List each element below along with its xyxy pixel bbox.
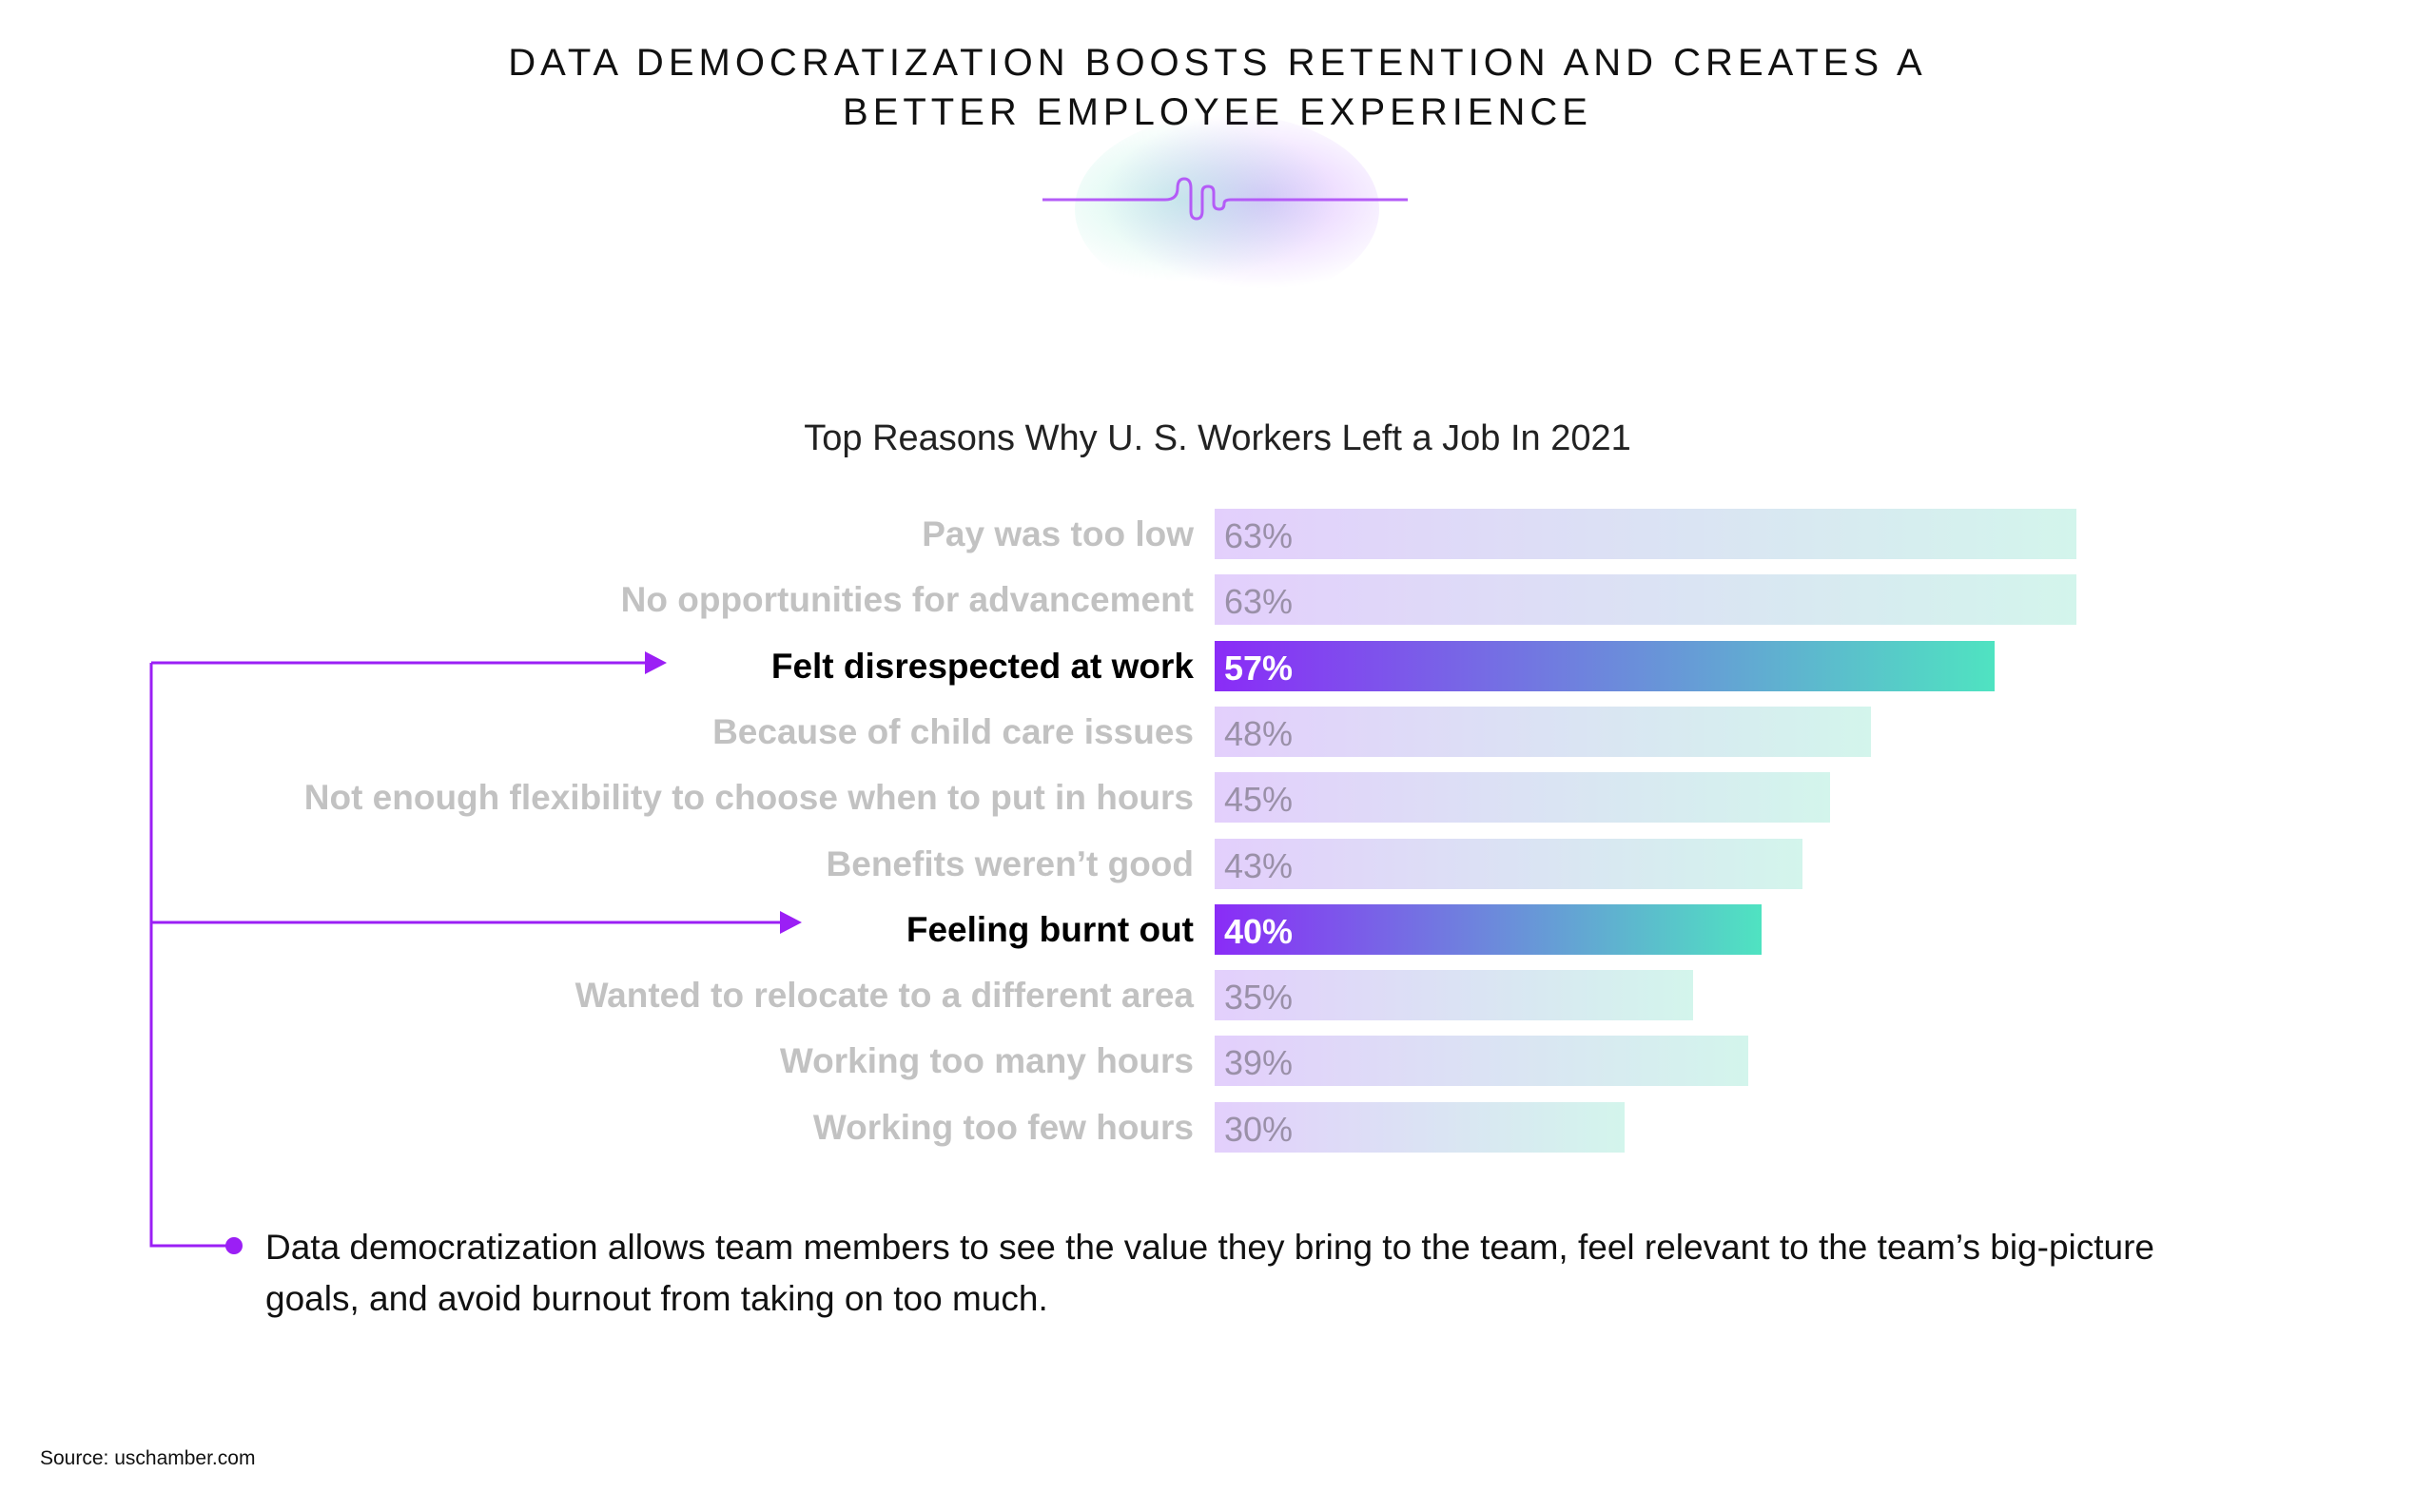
bar-label: Wanted to relocate to a different area: [575, 976, 1194, 1016]
bar-value-label: 40%: [1224, 911, 1294, 951]
bar-label: Benefits weren’t good: [826, 843, 1194, 883]
footnote: Data democratization allows team members…: [265, 1228, 2155, 1318]
bar-value-label: 57%: [1224, 648, 1294, 688]
bar-row: Not enough flexibility to choose when to…: [0, 772, 2435, 824]
title-line-1: DATA DEMOCRATIZATION BOOSTS RETENTION AN…: [508, 42, 1927, 84]
bar-value-label: 43%: [1224, 845, 1294, 885]
bullet-dot-icon: [225, 1237, 243, 1254]
bar: 63%: [1215, 509, 2076, 559]
title-line-2: BETTER EMPLOYEE EXPERIENCE: [843, 91, 1592, 133]
bar-value-label: 45%: [1224, 780, 1294, 820]
bar-row: Because of child care issues 48%: [0, 706, 2435, 757]
bar-value-label: 48%: [1224, 713, 1294, 753]
bar-label: Felt disrespected at work: [770, 646, 1194, 686]
bar-label: Working too few hours: [812, 1107, 1194, 1147]
bar-value-label: 39%: [1224, 1043, 1294, 1083]
bar-row: Working too few hours 30%: [0, 1101, 2435, 1153]
bar: 39%: [1215, 1036, 1748, 1087]
chart-title: Top Reasons Why U. S. Workers Left a Job…: [804, 418, 1631, 458]
bar-row: Wanted to relocate to a different area 35…: [0, 970, 2435, 1021]
wave-icon: [1042, 177, 1408, 221]
bar-row: No opportunities for advancement 63%: [0, 574, 2435, 626]
bar-label: No opportunities for advancement: [620, 580, 1194, 620]
bar-label: Because of child care issues: [712, 711, 1194, 751]
glow-decoration: [1075, 114, 1379, 304]
page-title: DATA DEMOCRATIZATION BOOSTS RETENTION AN…: [0, 38, 2435, 137]
bar: 43%: [1215, 838, 1803, 889]
bar-value-label: 63%: [1224, 516, 1294, 555]
bar-value-label: 35%: [1224, 978, 1294, 1018]
arrow-icon: [780, 911, 802, 934]
bar-row: Working too many hours 39%: [0, 1036, 2435, 1087]
bar-row: Benefits weren’t good 43%: [0, 838, 2435, 889]
bar-value-label: 63%: [1224, 582, 1294, 622]
bar-label: Feeling burnt out: [906, 909, 1194, 949]
bar-label: Pay was too low: [922, 514, 1194, 553]
bar-row: Pay was too low 63%: [0, 509, 2435, 559]
source-text: Source: uschamber.com: [40, 1447, 256, 1469]
arrow-icon: [645, 651, 667, 674]
bar-row: Felt disrespected at work 57%: [0, 640, 2435, 691]
bar: 35%: [1215, 970, 1694, 1021]
connector-lines: [149, 651, 802, 1254]
bar: 48%: [1215, 706, 1872, 757]
bar: 40%: [1215, 903, 1763, 955]
connector-vertical: [149, 663, 234, 1248]
bar-label: Not enough flexibility to choose when to…: [303, 778, 1194, 818]
bar: 45%: [1215, 772, 1831, 824]
bar-row: Feeling burnt out 40%: [0, 903, 2435, 955]
bar: 57%: [1215, 640, 1995, 691]
bar-value-label: 30%: [1224, 1109, 1294, 1149]
bar: 30%: [1215, 1101, 1626, 1153]
bar-label: Working too many hours: [779, 1041, 1194, 1081]
bar: 63%: [1215, 574, 2076, 626]
